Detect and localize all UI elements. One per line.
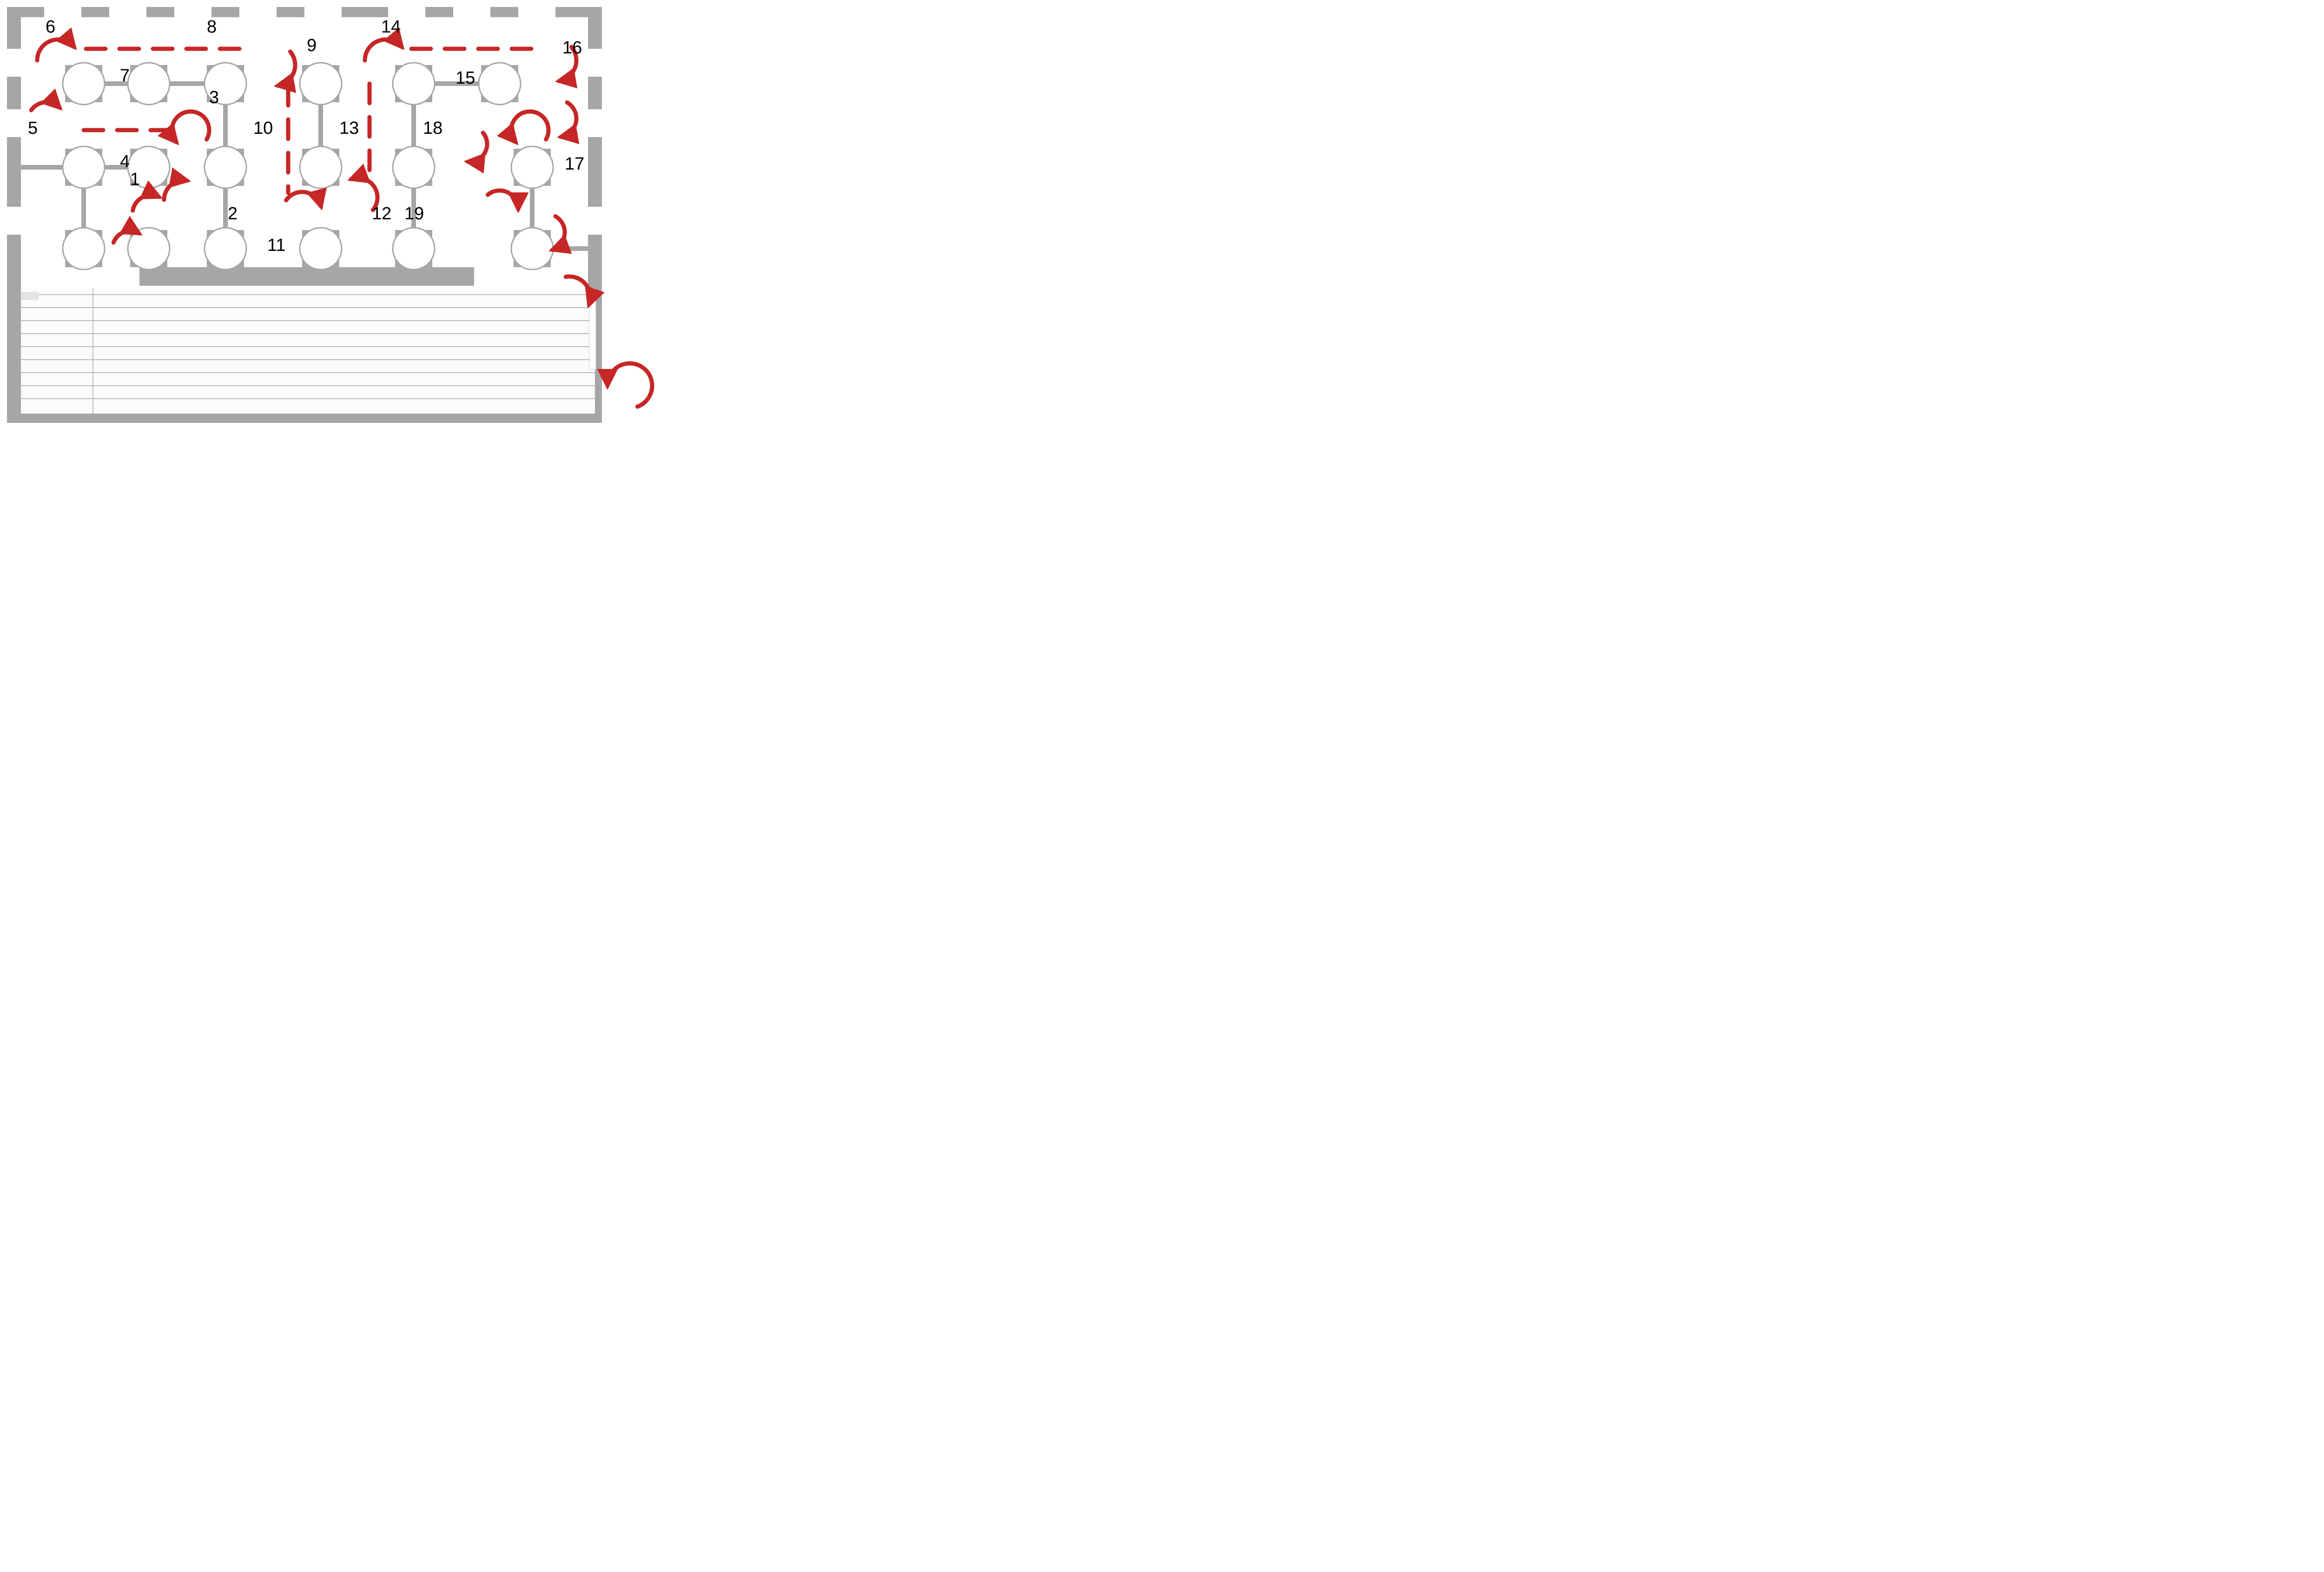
label-1: 1 [130,170,140,189]
label-11: 11 [267,236,285,255]
label-10: 10 [253,118,273,138]
label-19: 19 [404,204,424,224]
label-7: 7 [120,66,130,86]
label-6: 6 [46,17,55,37]
label-4: 4 [120,152,130,171]
label-12: 12 [372,204,391,224]
label-17: 17 [565,154,584,174]
label-15: 15 [456,68,475,88]
door [589,295,596,369]
stairs-region [21,288,595,414]
label-18: 18 [423,118,442,138]
label-8: 8 [207,17,217,37]
label-3: 3 [209,88,219,107]
inner-wall [139,267,474,286]
label-13: 13 [339,118,359,138]
floor-plan-diagram: 12345678910111213141516171819 [0,0,688,432]
label-2: 2 [228,204,238,224]
label-14: 14 [381,17,401,37]
label-16: 16 [562,38,582,58]
label-9: 9 [307,36,317,55]
label-5: 5 [28,118,38,138]
